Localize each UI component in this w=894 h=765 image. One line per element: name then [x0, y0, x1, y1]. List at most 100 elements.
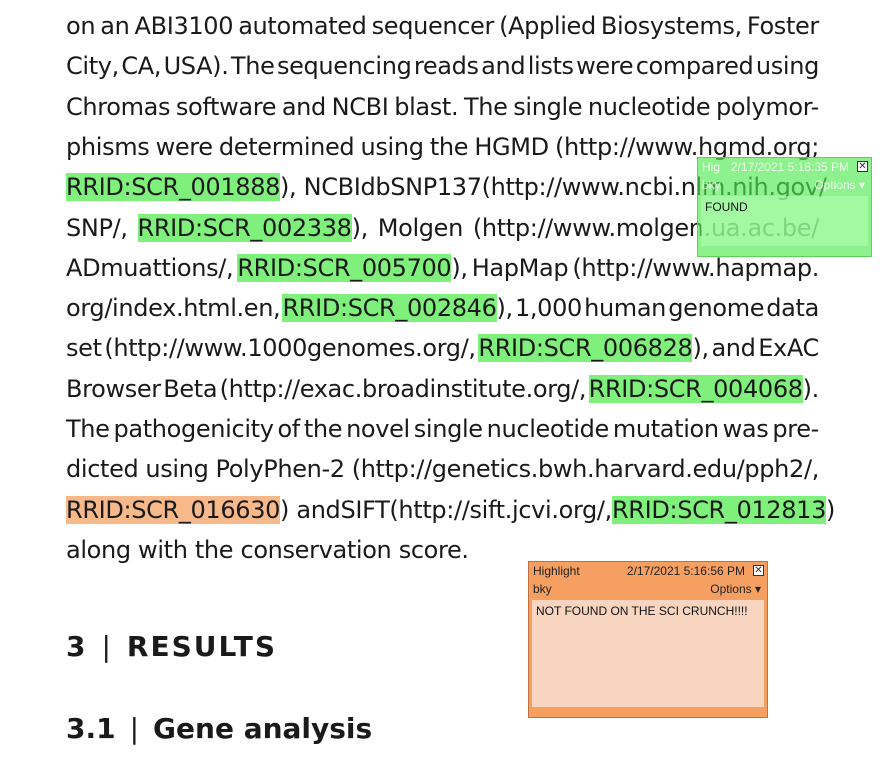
word-text: HapMap — [471, 253, 569, 282]
note-body[interactable]: NOT FOUND ON THE SCI CRUNCH!!!! — [532, 600, 764, 707]
subsection-title: Gene analysis — [153, 712, 373, 745]
text-line: Browser Beta (http://exac.broadinstitute.o… — [66, 369, 819, 409]
word: data — [766, 288, 819, 328]
rrid-highlight[interactable]: RRID:SCR_002846 — [282, 294, 497, 323]
note-title: Hig — [702, 160, 721, 174]
word-text: sequencer — [371, 12, 495, 40]
word: an — [100, 6, 130, 46]
note-options-menu[interactable]: Options ▾ — [710, 582, 761, 596]
word: with — [138, 536, 188, 564]
word: and — [711, 328, 755, 368]
word-text: were — [576, 52, 634, 81]
word: compared — [636, 46, 754, 86]
word-text: of — [277, 415, 300, 443]
word-text: (http://genetics.bwh.harvard.edu/pph2/, — [351, 455, 820, 484]
text-line: org/index.html.en, RRID:SCR_002846), 1,000… — [66, 288, 819, 328]
word: (http://www.hapmap. — [572, 248, 819, 288]
word-text: pathogenicity — [113, 415, 274, 443]
word: Beta — [163, 369, 217, 409]
note-header[interactable]: Hig 2/17/2021 5:18:35 PM — [702, 160, 867, 176]
rrid-highlight[interactable]: RRID:SCR_001888 — [66, 173, 281, 202]
word-text: 1,000 — [514, 294, 582, 323]
word: score. — [399, 536, 469, 564]
word-text: the — [194, 535, 234, 564]
word: determined — [219, 127, 355, 167]
sticky-note-found[interactable]: Hig 2/17/2021 5:18:35 PM ✕ bky Options ▾… — [697, 157, 872, 257]
word: dbSNP137 — [360, 167, 481, 207]
word-text: using — [145, 455, 209, 484]
word-text: an — [100, 12, 130, 40]
rrid-highlight[interactable]: RRID:SCR_012813 — [611, 495, 826, 524]
word: pre- — [772, 409, 819, 449]
word: The — [464, 87, 508, 127]
word: RRID:SCR_006828), — [478, 328, 709, 368]
word-text: ), — [351, 213, 369, 242]
text-line: SNP/, RRID:SCR_002338), Molgen (http://www.… — [66, 208, 819, 248]
word-text: SIFT — [340, 495, 390, 524]
subheading-separator: | — [129, 712, 140, 745]
word-text: dicted — [66, 455, 139, 484]
word: org/index.html.en, — [66, 288, 281, 328]
note-author: bky — [702, 178, 721, 192]
word: RRID:SCR_012813) — [611, 490, 835, 530]
word-text: the — [303, 415, 343, 443]
text-line: The pathogenicity of the novel single nucleoti… — [66, 409, 819, 449]
rrid-highlight[interactable]: RRID:SCR_016630 — [66, 495, 281, 524]
word: Foster — [747, 6, 819, 46]
text-line: set (http://www.1000genomes.org/, RRID:SCR… — [66, 328, 819, 368]
word-text: The — [66, 415, 110, 443]
word-text: human — [584, 294, 667, 323]
rrid-highlight[interactable]: RRID:SCR_005700 — [237, 253, 452, 282]
word-text: along — [66, 535, 131, 564]
note-header[interactable]: Highlight 2/17/2021 5:16:56 PM — [533, 564, 763, 580]
chevron-down-icon: ▾ — [858, 178, 865, 192]
word-text: pre- — [772, 415, 819, 443]
word: (http://genetics.bwh.harvard.edu/pph2/, — [351, 449, 820, 489]
note-body[interactable]: FOUND — [701, 196, 868, 246]
word-text: was — [722, 415, 769, 443]
word: set — [66, 328, 102, 368]
word: pathogenicity — [114, 409, 274, 449]
word-text: (http://www.hgmd.org; — [555, 132, 819, 161]
word: polymor- — [716, 87, 819, 127]
word: sequencer — [371, 6, 495, 46]
note-options-menu[interactable]: Options ▾ — [814, 178, 865, 192]
word: ABI3100 — [135, 6, 234, 46]
word-text: using — [360, 132, 424, 161]
word: the — [430, 127, 469, 167]
rrid-highlight[interactable]: RRID:SCR_002338 — [137, 213, 352, 242]
word-text: and — [481, 52, 526, 81]
section-heading: 3 | RESULTS — [66, 630, 277, 663]
word: PolyPhen-2 — [215, 449, 345, 489]
word: was — [723, 409, 769, 449]
sticky-note-not-found[interactable]: Highlight 2/17/2021 5:16:56 PM ✕ bky Opt… — [528, 561, 768, 718]
word-text: compared — [635, 52, 754, 81]
word: dicted — [66, 449, 139, 489]
word: HapMap — [472, 248, 569, 288]
word-text: phisms — [66, 132, 150, 161]
note-title: Highlight — [533, 564, 580, 578]
word-text: conservation — [240, 535, 392, 564]
word: HGMD — [474, 127, 549, 167]
word-text: and — [281, 92, 326, 121]
word-text: ABI3100 — [134, 12, 234, 40]
word: automated — [238, 6, 367, 46]
word-text: ). — [802, 374, 820, 403]
section-title: RESULTS — [126, 630, 277, 663]
word-text: blast. — [394, 92, 459, 121]
word-text: The — [463, 92, 508, 121]
close-icon[interactable]: ✕ — [857, 161, 868, 172]
word: RRID:SCR_002338), — [137, 208, 369, 248]
word: City, — [66, 46, 119, 86]
word-text: lists — [527, 52, 574, 81]
word: on — [66, 6, 96, 46]
rrid-highlight[interactable]: RRID:SCR_006828 — [478, 334, 693, 363]
word-text: USA). — [163, 52, 229, 81]
word-text: (http://www.1000genomes.org/, — [104, 334, 476, 363]
text-line: phisms were determined using the HGMD (http://… — [66, 127, 819, 167]
word-text: were — [155, 132, 213, 161]
close-icon[interactable]: ✕ — [753, 565, 764, 576]
word-text: Molgen — [377, 213, 464, 242]
rrid-highlight[interactable]: RRID:SCR_004068 — [588, 374, 803, 403]
word-text: Browser — [66, 374, 161, 403]
